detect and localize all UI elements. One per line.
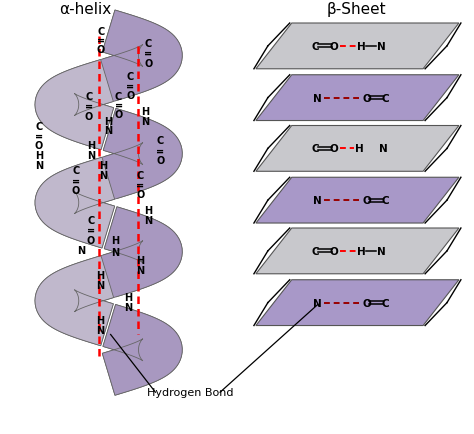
Text: =: = [72, 176, 80, 186]
Text: C: C [137, 171, 144, 181]
Text: C: C [312, 42, 319, 52]
Polygon shape [256, 126, 459, 172]
Text: C: C [382, 196, 389, 206]
Text: N: N [125, 302, 133, 312]
Text: N: N [379, 144, 388, 154]
Text: H: H [141, 106, 149, 116]
Text: =: = [127, 82, 135, 92]
Text: C: C [87, 216, 94, 226]
Polygon shape [256, 280, 459, 326]
Text: =: = [35, 131, 43, 141]
Polygon shape [102, 305, 182, 395]
Text: N: N [145, 216, 153, 226]
Text: O: O [127, 90, 135, 100]
Text: =: = [87, 226, 95, 236]
Text: O: O [87, 235, 95, 245]
Text: O: O [156, 156, 164, 166]
Text: N: N [100, 171, 108, 181]
Text: =: = [115, 100, 123, 110]
Text: C: C [97, 27, 104, 37]
Text: N: N [87, 151, 95, 161]
Text: C: C [127, 72, 134, 82]
Text: C: C [157, 136, 164, 146]
Text: N: N [111, 247, 119, 257]
Text: C: C [115, 92, 122, 102]
Text: O: O [329, 144, 338, 154]
Text: O: O [72, 186, 80, 196]
Polygon shape [256, 178, 459, 224]
Text: O: O [114, 109, 123, 119]
Text: N: N [313, 93, 322, 103]
Text: =: = [137, 181, 145, 191]
Text: H: H [355, 144, 364, 154]
Text: C: C [312, 247, 319, 256]
Text: O: O [363, 196, 372, 206]
Text: C: C [85, 92, 92, 102]
Text: α-helix: α-helix [60, 2, 112, 16]
Polygon shape [35, 158, 115, 248]
Polygon shape [35, 60, 114, 150]
Polygon shape [256, 24, 459, 69]
Text: =: = [145, 49, 153, 59]
Text: O: O [363, 93, 372, 103]
Text: β-Sheet: β-Sheet [327, 2, 386, 16]
Polygon shape [103, 207, 182, 297]
Text: O: O [363, 298, 372, 308]
Text: H: H [357, 42, 366, 52]
Text: H: H [125, 292, 133, 302]
Text: Hydrogen Bond: Hydrogen Bond [147, 387, 234, 397]
Polygon shape [256, 228, 459, 274]
Text: =: = [97, 36, 105, 46]
Text: N: N [137, 265, 145, 275]
Text: H: H [100, 161, 108, 171]
Text: C: C [382, 93, 389, 103]
Text: H: H [105, 116, 113, 126]
Polygon shape [35, 256, 114, 346]
Polygon shape [103, 109, 182, 199]
Text: C: C [145, 39, 152, 49]
Polygon shape [256, 76, 459, 121]
Text: N: N [141, 116, 149, 126]
Text: C: C [382, 298, 389, 308]
Text: =: = [85, 102, 93, 112]
Text: H: H [97, 315, 105, 325]
Polygon shape [35, 207, 182, 346]
Text: H: H [137, 255, 145, 265]
Text: N: N [77, 245, 85, 255]
Polygon shape [35, 11, 182, 150]
Text: O: O [329, 42, 338, 52]
Text: N: N [97, 280, 105, 290]
Polygon shape [35, 109, 182, 248]
Text: =: = [156, 146, 164, 156]
Text: N: N [313, 196, 322, 206]
Text: O: O [137, 190, 145, 200]
Text: O: O [97, 45, 105, 55]
Text: N: N [377, 247, 386, 256]
Text: N: N [35, 161, 43, 171]
Text: H: H [87, 141, 95, 151]
Text: H: H [111, 235, 119, 245]
Text: C: C [312, 144, 319, 154]
Polygon shape [102, 11, 182, 102]
Text: H: H [35, 151, 43, 161]
Text: O: O [35, 141, 43, 151]
Text: O: O [329, 247, 338, 256]
Text: C: C [36, 121, 43, 131]
Text: O: O [144, 59, 153, 69]
Text: N: N [377, 42, 386, 52]
Text: H: H [97, 270, 105, 280]
Text: H: H [357, 247, 366, 256]
Text: N: N [105, 126, 113, 136]
Text: N: N [97, 325, 105, 335]
Polygon shape [102, 305, 182, 395]
Text: C: C [72, 166, 80, 176]
Text: H: H [145, 206, 153, 216]
Text: O: O [84, 111, 93, 121]
Text: N: N [313, 298, 322, 308]
